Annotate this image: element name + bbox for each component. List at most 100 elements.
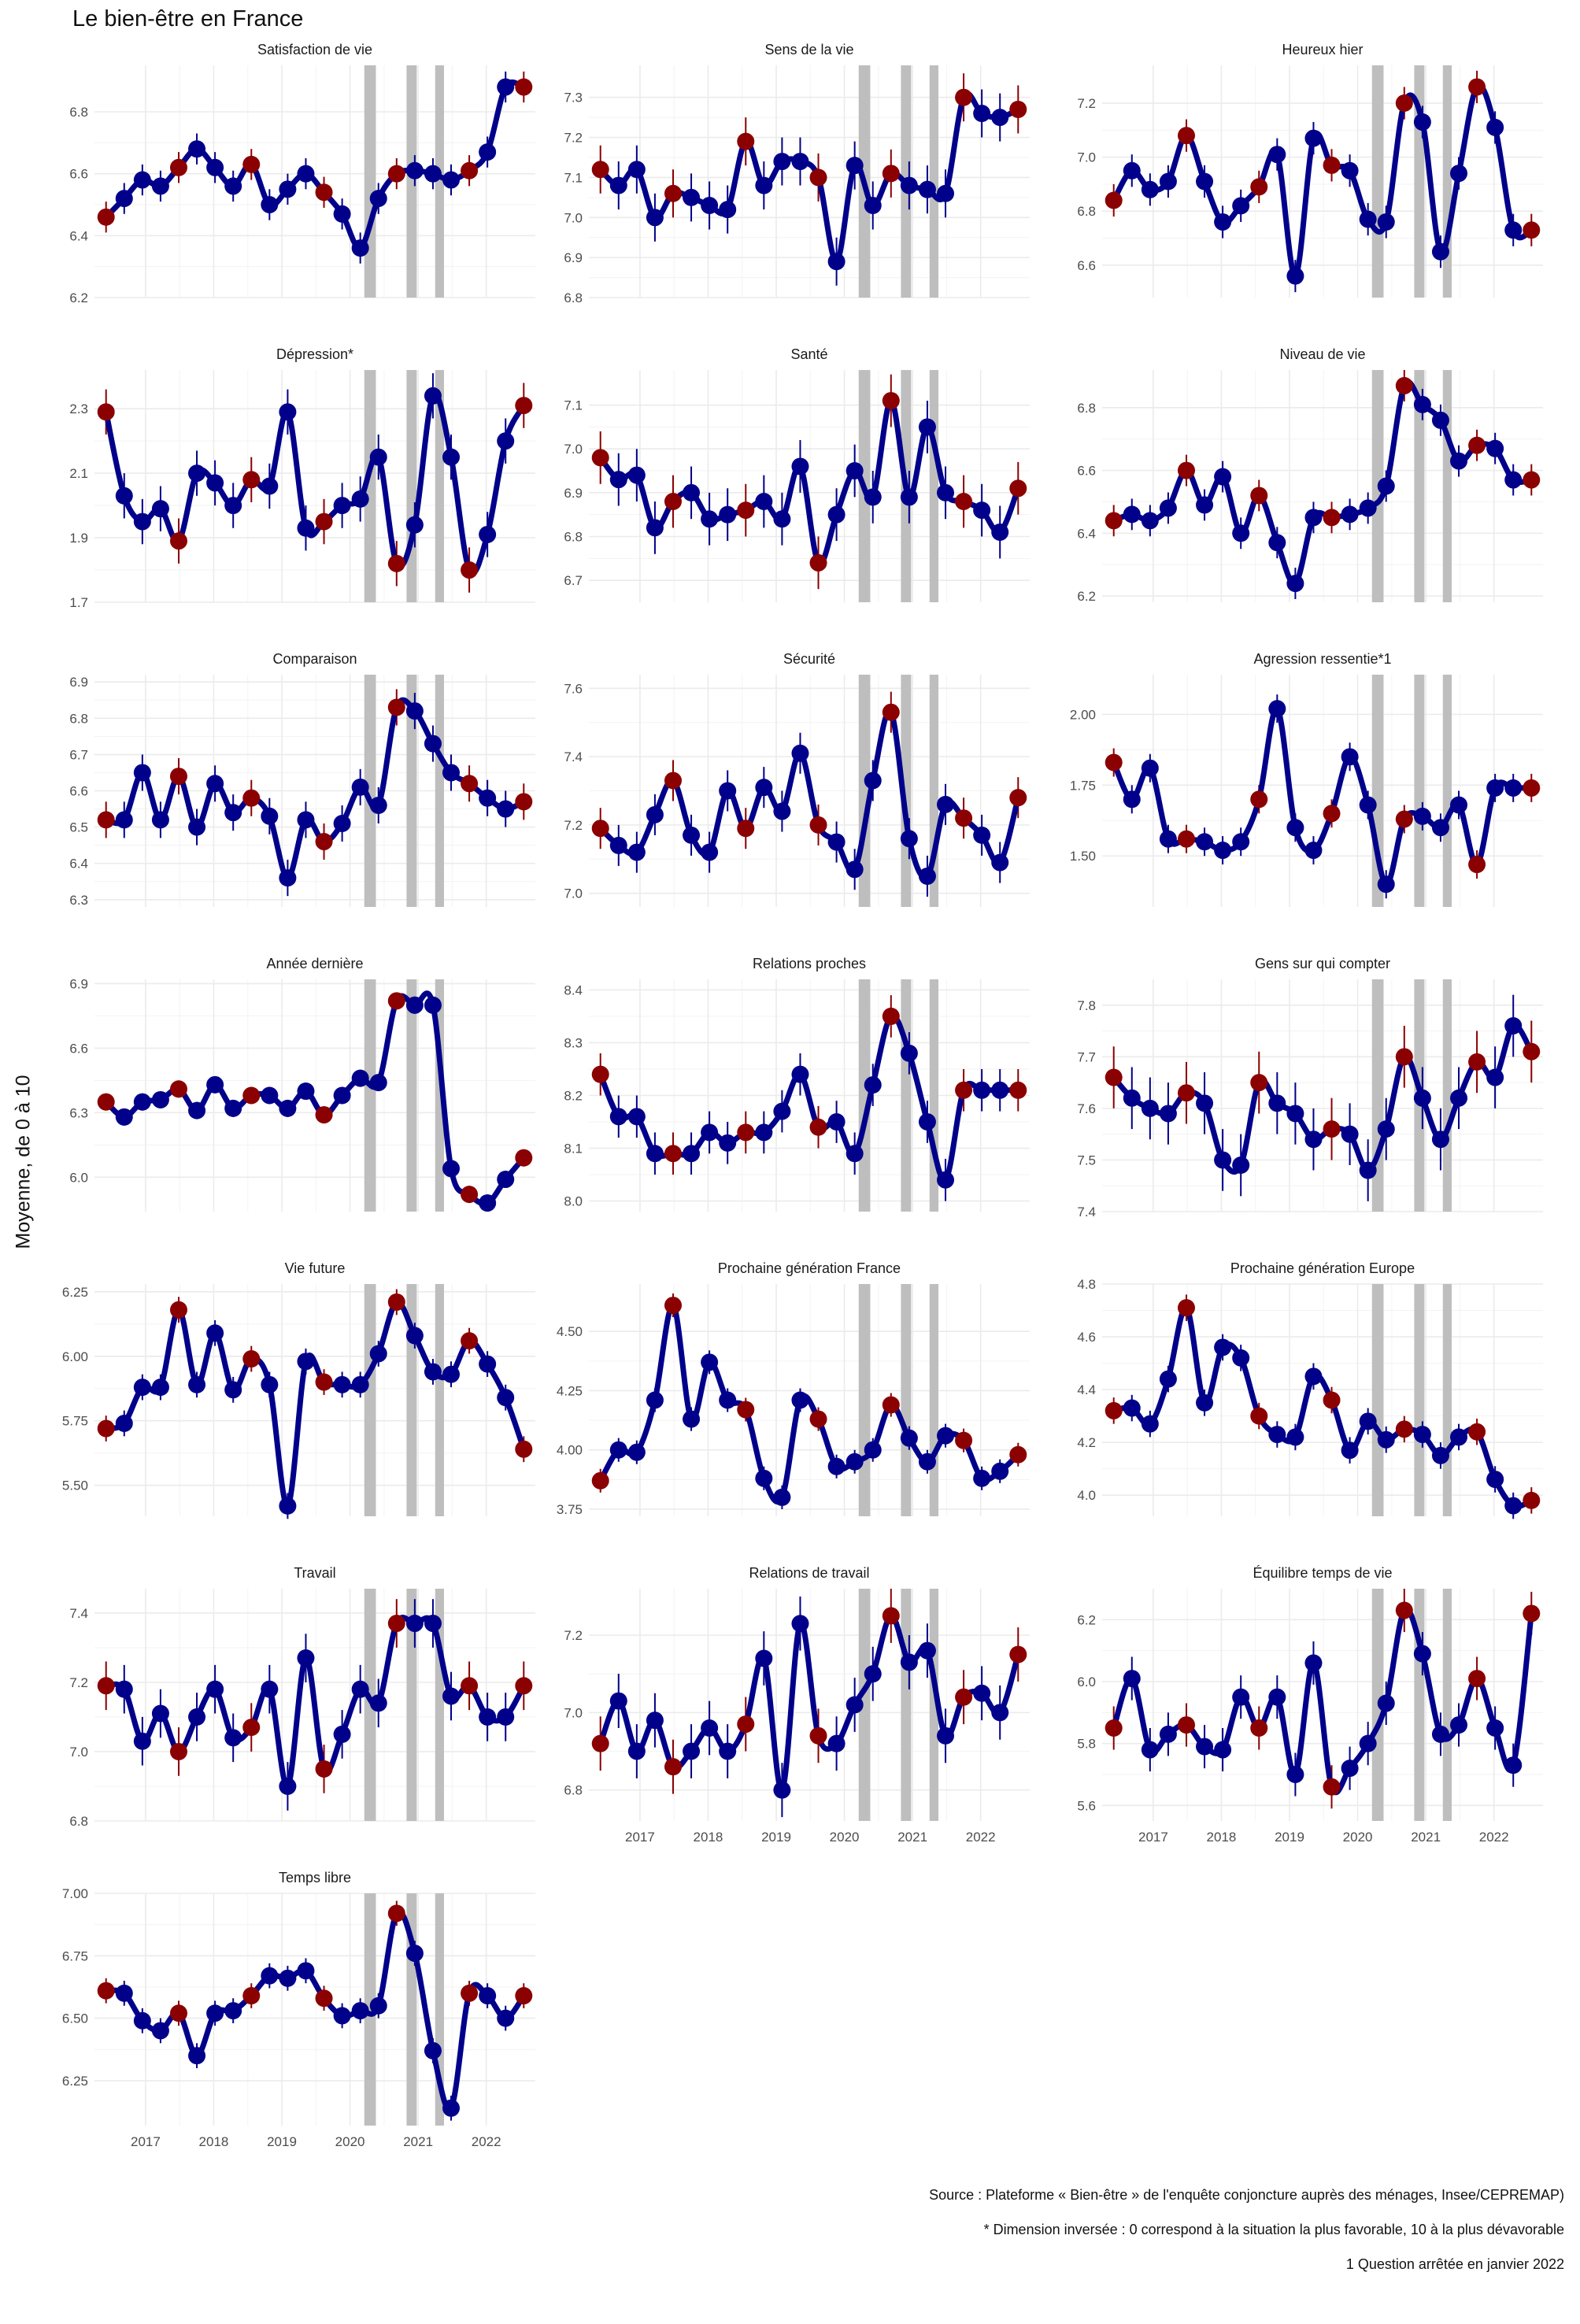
data-point [1105, 191, 1123, 209]
y-tick-label: 2.1 [69, 466, 88, 481]
data-point [1141, 1741, 1159, 1759]
data-point [133, 2011, 151, 2030]
y-tick-label: 6.4 [1077, 526, 1096, 541]
data-point [1468, 1423, 1486, 1441]
data-point [937, 184, 955, 202]
data-point [351, 2002, 369, 2020]
data-point [1468, 1670, 1486, 1688]
data-point [1486, 1068, 1504, 1086]
data-point [701, 1719, 719, 1737]
data-point [646, 805, 664, 823]
y-tick-label: 2.3 [69, 402, 88, 416]
x-tick-label: 2022 [472, 2134, 501, 2149]
data-point [424, 735, 442, 753]
data-point [115, 1680, 133, 1698]
data-point [297, 1082, 315, 1101]
data-point [1304, 509, 1323, 527]
panel: Santé 6.7 6.8 6.9 7.0 7.1 [564, 346, 1030, 602]
data-point [664, 1297, 682, 1315]
data-point [224, 1099, 242, 1117]
data-point [479, 1355, 497, 1373]
data-point [1486, 439, 1504, 457]
data-point [151, 177, 169, 195]
y-tick-label: 6.6 [1077, 258, 1096, 273]
data-point [791, 153, 809, 171]
data-point [1359, 499, 1377, 517]
y-tick-label: 6.5 [69, 820, 88, 835]
data-point [918, 418, 936, 436]
data-point [900, 1429, 918, 1447]
data-point [461, 1332, 479, 1350]
x-tick-label: 2021 [897, 1830, 927, 1845]
data-point [864, 1076, 882, 1094]
shaded-period [435, 979, 445, 1212]
data-point [297, 1962, 315, 1980]
y-tick-label: 7.4 [564, 749, 583, 764]
panel-title: Santé [790, 346, 827, 362]
data-point [1214, 1338, 1232, 1356]
data-point [1268, 534, 1286, 552]
data-point [442, 1687, 461, 1705]
data-point [882, 1396, 900, 1414]
data-point [188, 1101, 206, 1119]
data-point [405, 516, 424, 534]
data-point [955, 1688, 973, 1706]
data-point [405, 1615, 424, 1633]
data-point [1341, 161, 1359, 179]
y-tick-label: 6.4 [69, 228, 88, 243]
data-point [683, 826, 701, 844]
data-point [846, 1145, 864, 1163]
data-point [351, 1069, 369, 1087]
data-point [333, 2007, 351, 2025]
data-point [1268, 1688, 1286, 1706]
x-tick-label: 2019 [761, 1830, 791, 1845]
data-point [224, 804, 242, 822]
data-point [479, 1987, 497, 2005]
y-tick-label: 4.00 [557, 1443, 583, 1458]
shaded-period [1442, 370, 1452, 602]
data-point [369, 1074, 387, 1092]
data-point [387, 992, 405, 1010]
y-tick-label: 7.6 [564, 681, 583, 696]
data-point [1377, 213, 1395, 231]
data-point [809, 168, 827, 187]
y-tick-label: 1.9 [69, 531, 88, 546]
data-point [242, 1719, 261, 1737]
data-point [701, 510, 719, 528]
shaded-period [858, 1589, 871, 1821]
data-point [1431, 1725, 1449, 1743]
y-tick-label: 5.50 [62, 1478, 88, 1493]
x-tick-label: 2021 [1411, 1830, 1441, 1845]
data-point [737, 501, 755, 520]
data-point [206, 158, 224, 176]
data-point [591, 820, 609, 838]
data-point [279, 180, 297, 198]
data-point [1359, 1161, 1377, 1179]
data-point [955, 809, 973, 827]
data-point [1250, 487, 1268, 505]
data-point [791, 457, 809, 476]
data-point [1523, 471, 1541, 489]
data-point [737, 1123, 755, 1142]
y-tick-label: 6.8 [69, 711, 88, 726]
data-point [683, 1410, 701, 1428]
data-point [701, 197, 719, 215]
data-point [1450, 452, 1468, 470]
data-point [279, 1497, 297, 1515]
data-point [1141, 759, 1159, 777]
data-point [737, 820, 755, 838]
data-point [442, 171, 461, 189]
data-point [169, 2004, 187, 2022]
data-point [1359, 1734, 1377, 1752]
data-point [864, 197, 882, 215]
data-point [351, 239, 369, 257]
data-point [315, 1989, 333, 2008]
data-point [1105, 1401, 1123, 1419]
data-point [846, 462, 864, 480]
data-point [1359, 796, 1377, 814]
data-point [224, 2002, 242, 2020]
data-point [188, 140, 206, 158]
data-point [900, 1653, 918, 1671]
data-point [1196, 833, 1214, 851]
data-point [1123, 161, 1141, 179]
